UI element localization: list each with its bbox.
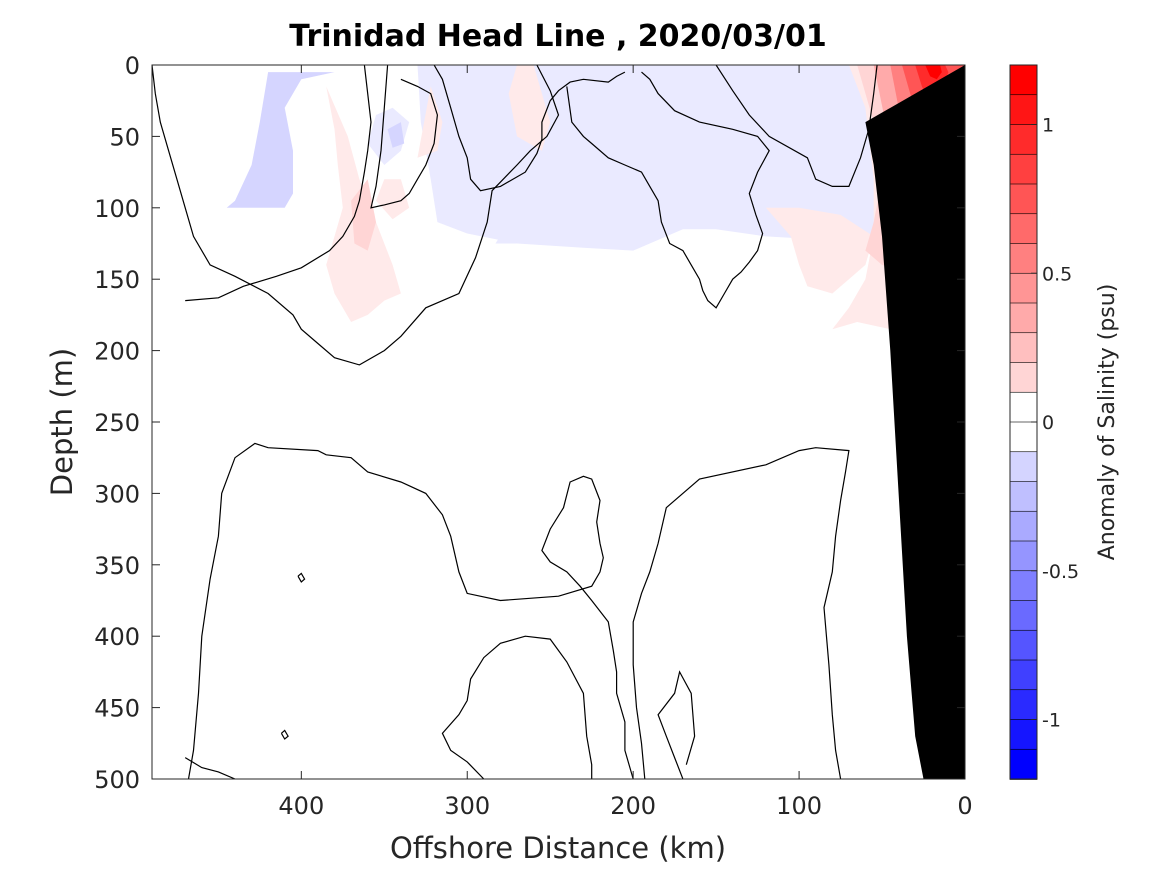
zero-contour-line [632, 447, 850, 779]
colorbar-band [1009, 540, 1038, 572]
zero-contour-line [280, 729, 289, 740]
plot-area [151, 64, 966, 780]
zero-contour-line [657, 670, 696, 779]
zero-contour-line [433, 65, 626, 192]
colorbar-band [1009, 153, 1038, 185]
anomaly-fill-region [226, 72, 335, 208]
y-tick-label: 300 [94, 480, 140, 508]
colorbar-band [1009, 510, 1038, 542]
colorbar-band [1009, 659, 1038, 691]
colorbar-tick-label: 1 [1042, 115, 1054, 137]
colorbar-band [1009, 362, 1038, 394]
colorbar-tick-label: -1 [1042, 710, 1061, 732]
colorbar-band [1009, 421, 1038, 453]
colorbar-band [1009, 629, 1038, 661]
y-axis-ticks: 0 50 100 150 200 250 300 350 400 450 500 [94, 52, 965, 794]
zero-contour-line [152, 65, 560, 366]
anomaly-fill-region [387, 122, 405, 148]
colorbar-band [1009, 748, 1038, 780]
zero-contour-line [184, 757, 236, 779]
x-tick-label: 400 [278, 792, 324, 820]
colorbar: 1 0.5 0 -0.5 -1 Anomaly of Salinity (psu) [1009, 64, 1120, 780]
colorbar-band [1009, 689, 1038, 721]
anomaly-fill-region [417, 86, 443, 158]
anomaly-fill-region [799, 79, 836, 173]
anomaly-fill-region [185, 65, 965, 251]
colorbar-band [1009, 302, 1038, 334]
y-tick-label: 200 [94, 338, 140, 366]
y-tick-label: 150 [94, 266, 140, 294]
colorbar-tick-label: -0.5 [1042, 561, 1079, 583]
colorbar-tick-label: 0.5 [1042, 263, 1072, 285]
x-tick-label: 0 [957, 792, 972, 820]
anomaly-fill-region [541, 157, 675, 230]
colorbar-band [1009, 243, 1038, 275]
x-axis-ticks: 400 300 200 100 0 [278, 65, 973, 820]
y-tick-label: 400 [94, 623, 140, 651]
colorbar-bands [1009, 64, 1038, 780]
x-axis-title: Offshore Distance (km) [390, 831, 726, 865]
anomaly-fill-region [765, 207, 874, 294]
x-tick-label: 300 [444, 792, 490, 820]
colorbar-band [1009, 272, 1038, 304]
x-tick-label: 100 [776, 792, 822, 820]
colorbar-band [1009, 94, 1038, 126]
zero-contour-line [185, 65, 372, 302]
y-tick-label: 500 [94, 766, 140, 794]
colorbar-band [1009, 481, 1038, 513]
anomaly-fill-region [925, 65, 942, 80]
y-tick-label: 100 [94, 195, 140, 223]
y-tick-label: 0 [125, 52, 140, 80]
colorbar-tick-label: 0 [1042, 412, 1054, 434]
x-tick-label: 200 [610, 792, 656, 820]
anomaly-fill-region [376, 179, 410, 220]
zero-contour-line [370, 65, 439, 209]
zero-contour-line [187, 442, 634, 779]
anomaly-fill-region [495, 222, 517, 244]
anomaly-fill-region [508, 65, 551, 151]
colorbar-band [1009, 719, 1038, 751]
colorbar-band [1009, 600, 1038, 632]
chart-title: Trinidad Head Line , 2020/03/01 [289, 19, 826, 54]
colorbar-title: Anomaly of Salinity (psu) [1095, 284, 1120, 561]
y-axis-title: Depth (m) [45, 348, 79, 496]
anomaly-fill-region [351, 179, 376, 251]
colorbar-band [1009, 391, 1038, 423]
colorbar-band [1009, 570, 1038, 602]
y-tick-label: 450 [94, 695, 140, 723]
zero-contour-line [297, 572, 306, 583]
bathymetry-shelf [865, 65, 965, 779]
y-tick-label: 50 [109, 123, 140, 151]
colorbar-band [1009, 451, 1038, 483]
colorbar-band [1009, 332, 1038, 364]
colorbar-band [1009, 124, 1038, 156]
colorbar-band [1009, 213, 1038, 245]
zero-contour-line [441, 635, 593, 779]
zero-contour-line [566, 71, 770, 309]
anomaly-fill-region [367, 107, 410, 165]
y-tick-label: 350 [94, 552, 140, 580]
colorbar-band [1009, 64, 1038, 96]
y-tick-label: 250 [94, 409, 140, 437]
bathymetry-layer [865, 65, 965, 779]
colorbar-band [1009, 183, 1038, 215]
colorbar-ticks: 1 0.5 0 -0.5 -1 [1031, 115, 1079, 732]
